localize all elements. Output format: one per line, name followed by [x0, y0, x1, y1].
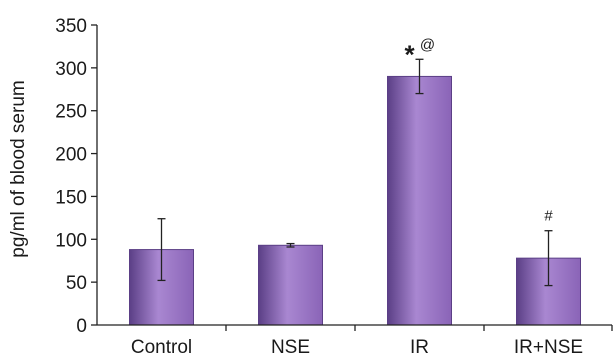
bar-nse: [258, 244, 323, 326]
y-tick-label: 300: [55, 59, 87, 80]
axes-layer: [91, 24, 613, 331]
category-label: IR+NSE: [514, 337, 583, 358]
category-label: IR: [410, 337, 429, 358]
y-tick-label: 0: [76, 316, 87, 337]
bar-ir: [387, 75, 452, 326]
labels-layer: Control NSE IR IR+NSE 0 50 100 150 200 250 300 350 p…: [8, 16, 583, 358]
category-label: NSE: [271, 337, 310, 358]
y-tick-label: 350: [55, 16, 87, 37]
significance-mark: #: [544, 208, 553, 225]
y-tick-label: 200: [55, 145, 87, 166]
significance-mark: @: [420, 36, 435, 53]
y-tick-label: 150: [55, 187, 87, 208]
y-tick-label: 50: [66, 273, 87, 294]
y-tick-label: 100: [55, 230, 87, 251]
y-tick-label: 250: [55, 102, 87, 123]
error-bar-control: [157, 218, 166, 282]
category-label: Control: [131, 337, 192, 358]
bars-layer: [129, 58, 581, 326]
error-bar-nse: [286, 242, 295, 248]
error-bar-ir: [415, 58, 424, 95]
error-bar-ir-nse: [544, 230, 553, 287]
y-axis-title: pg/ml of blood serum: [8, 80, 29, 257]
significance-mark: *: [404, 39, 415, 69]
